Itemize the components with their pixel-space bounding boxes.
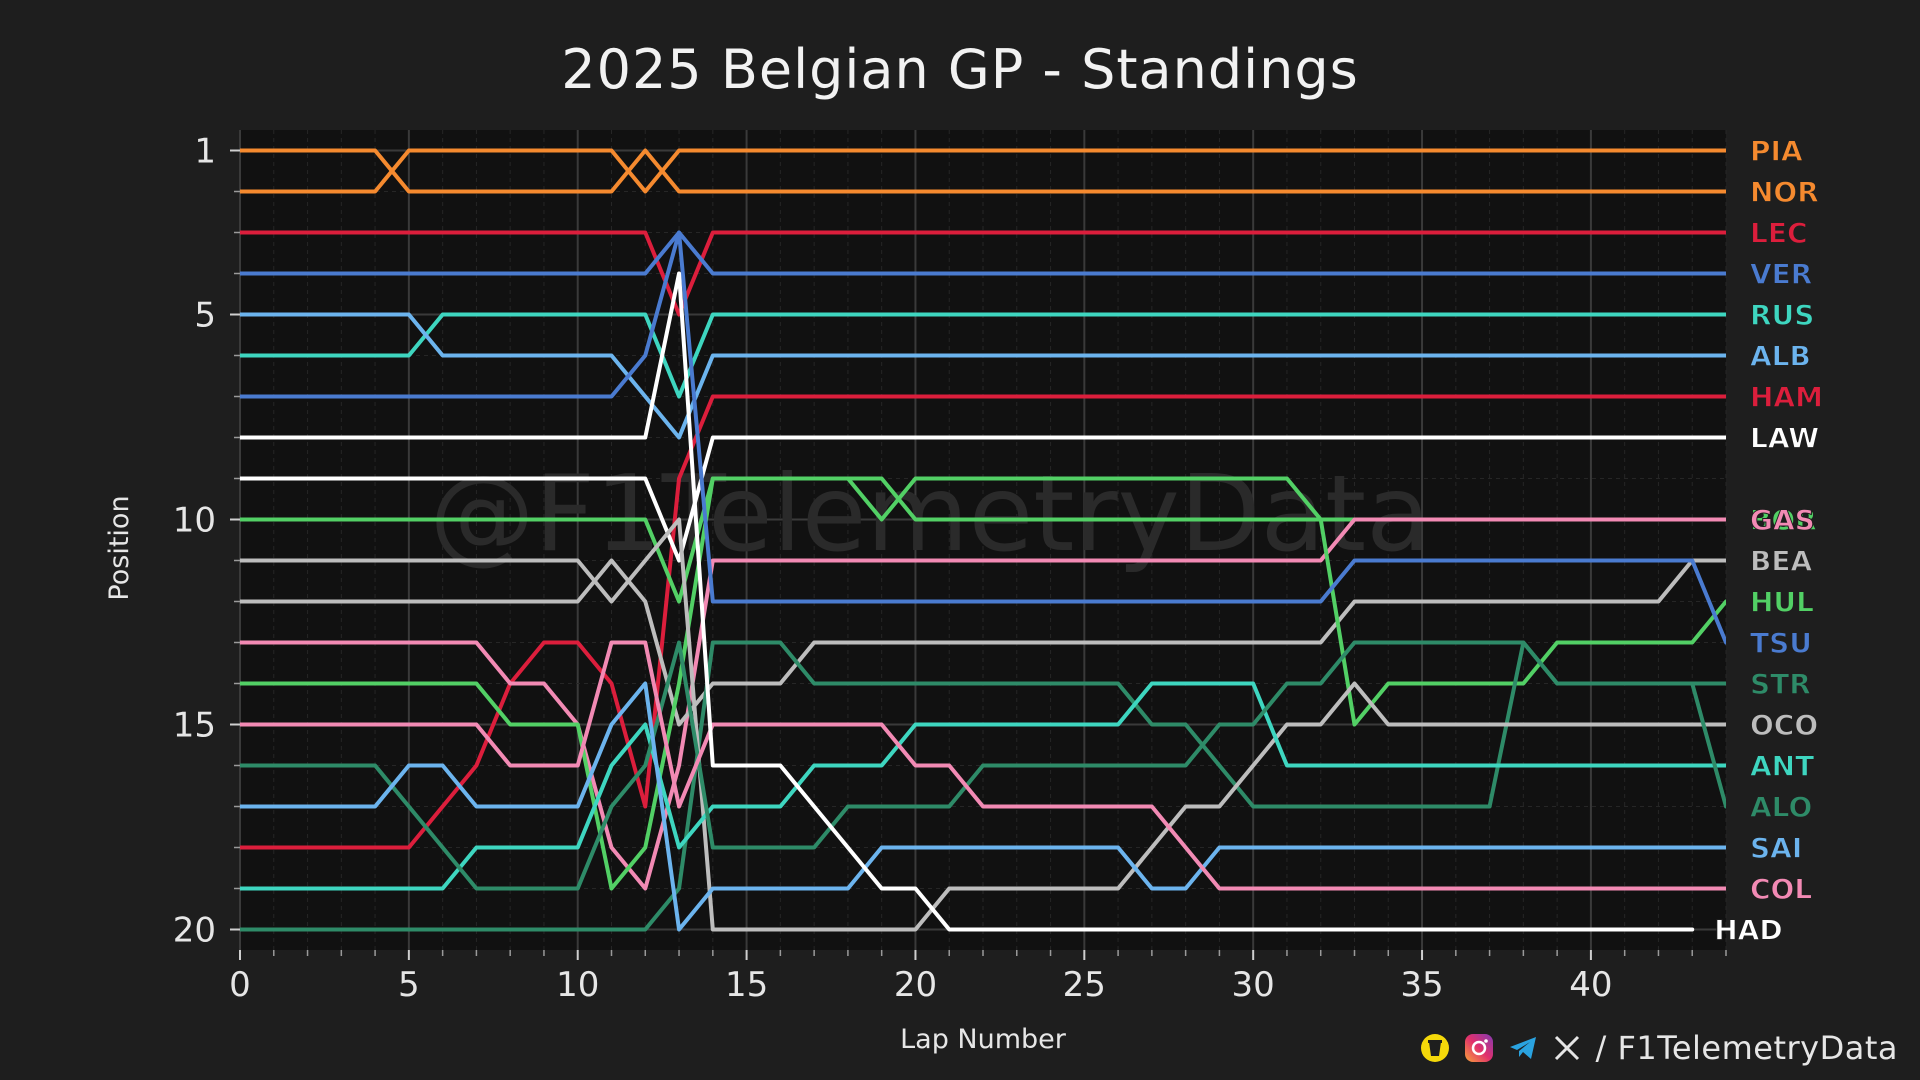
x-tick-label: 5 bbox=[398, 965, 420, 1005]
y-axis-label: Position bbox=[104, 495, 135, 600]
driver-label-str: STR bbox=[1750, 668, 1811, 701]
driver-label-sai: SAI bbox=[1750, 832, 1802, 865]
series-line-str bbox=[240, 640, 1726, 932]
series-line-rus bbox=[240, 312, 1726, 399]
series-line-ver bbox=[240, 230, 1726, 276]
x-tick-label: 15 bbox=[725, 965, 768, 1005]
series-line-alb bbox=[240, 312, 1726, 440]
series-lines bbox=[240, 148, 1726, 932]
series-line-col bbox=[240, 640, 1726, 891]
series-line-gas bbox=[240, 517, 1726, 891]
x-tick-label: 10 bbox=[556, 965, 599, 1005]
driver-label-bor: BOR bbox=[1750, 504, 1817, 537]
x-tick-label: 30 bbox=[1232, 965, 1275, 1005]
series-line-pia bbox=[240, 148, 1726, 194]
series-line-ant bbox=[240, 681, 1726, 891]
driver-label-bea: BEA bbox=[1750, 545, 1812, 578]
y-tick-label: 10 bbox=[173, 501, 216, 541]
x-tick-label: 40 bbox=[1569, 965, 1612, 1005]
series-line-bea bbox=[240, 558, 1726, 727]
driver-label-law: LAW bbox=[1750, 422, 1819, 455]
driver-label-oco: OCO bbox=[1750, 709, 1818, 742]
chart-title: 2025 Belgian GP - Standings bbox=[561, 38, 1359, 101]
driver-label-gas: GAS bbox=[1750, 504, 1815, 537]
driver-label-lec: LEC bbox=[1750, 217, 1808, 250]
driver-label-tsu: TSU bbox=[1750, 627, 1812, 660]
driver-label-had: HAD bbox=[1714, 914, 1782, 947]
driver-label-alb: ALB bbox=[1750, 340, 1811, 373]
x-tick-label: 20 bbox=[894, 965, 937, 1005]
series-line-oco bbox=[240, 517, 1726, 932]
driver-label-alo: ALO bbox=[1750, 791, 1812, 824]
footer-handle: / F1TelemetryData bbox=[1595, 1029, 1898, 1067]
telegram-icon[interactable] bbox=[1508, 1033, 1538, 1063]
y-tick-label: 15 bbox=[173, 706, 216, 746]
footer: / F1TelemetryData bbox=[1420, 1028, 1899, 1068]
x-axis-label: Lap Number bbox=[900, 1024, 1067, 1055]
series-line-lec bbox=[240, 230, 1726, 317]
series-line-sai bbox=[240, 681, 1726, 932]
series-line-tsu bbox=[240, 230, 1726, 645]
x-tick-label: 0 bbox=[229, 965, 251, 1005]
grid bbox=[239, 130, 1727, 950]
watermark: @F1TelemetryData bbox=[430, 453, 1431, 575]
series-line-nor bbox=[240, 148, 1726, 194]
driver-label-ham: HAM bbox=[1750, 381, 1823, 414]
y-tick-label: 1 bbox=[194, 132, 216, 172]
series-line-had bbox=[240, 271, 1695, 932]
x-tick-label: 25 bbox=[1063, 965, 1106, 1005]
driver-label-rus: RUS bbox=[1750, 299, 1814, 332]
driver-label-nor: NOR bbox=[1750, 176, 1819, 209]
driver-label-hul: HUL bbox=[1750, 586, 1814, 619]
x-icon[interactable] bbox=[1552, 1033, 1582, 1063]
driver-label-ant: ANT bbox=[1750, 750, 1814, 783]
series-line-alo bbox=[240, 640, 1726, 891]
series-line-law bbox=[240, 435, 1726, 563]
y-tick-label: 20 bbox=[173, 911, 216, 951]
driver-label-col: COL bbox=[1750, 873, 1812, 906]
buymeacoffee-icon[interactable] bbox=[1420, 1033, 1450, 1063]
driver-label-pia: PIA bbox=[1750, 135, 1803, 168]
y-tick-label: 5 bbox=[194, 296, 216, 336]
instagram-icon[interactable] bbox=[1464, 1033, 1494, 1063]
driver-label-ver: VER bbox=[1750, 258, 1812, 291]
series-line-hul bbox=[240, 476, 1726, 891]
x-tick-label: 35 bbox=[1400, 965, 1443, 1005]
